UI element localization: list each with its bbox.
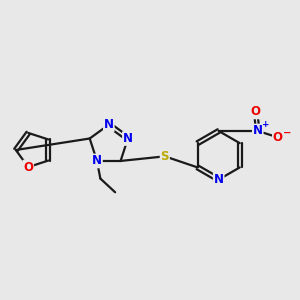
Text: O: O [273,131,283,144]
Text: N: N [214,173,224,186]
Text: −: − [283,128,292,138]
Text: +: + [262,120,269,129]
Text: S: S [160,150,169,163]
Text: N: N [253,124,263,137]
Text: N: N [104,118,114,131]
Text: O: O [251,106,261,118]
Text: O: O [23,160,33,174]
Text: N: N [123,132,133,145]
Text: N: N [92,154,102,167]
